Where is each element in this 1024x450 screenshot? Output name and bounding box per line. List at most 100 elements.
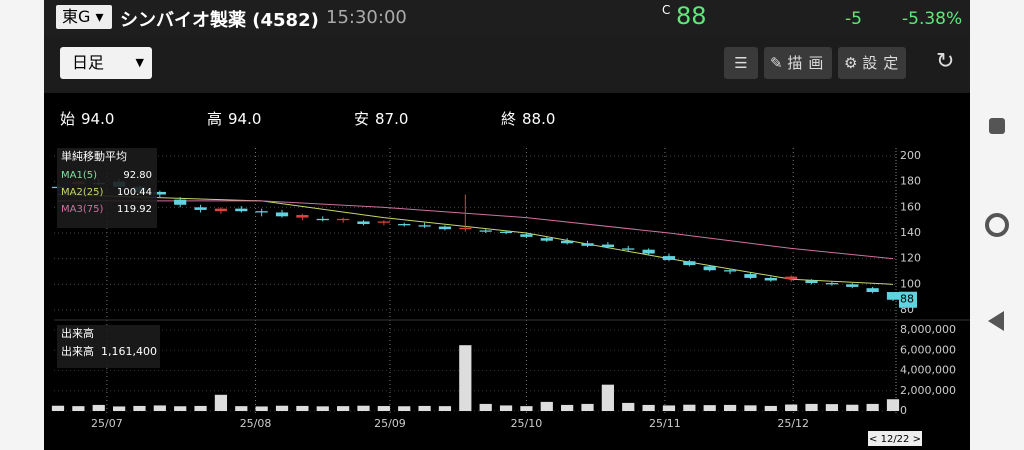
candle-body [662, 256, 676, 260]
nav-bar [970, 0, 1024, 450]
volume-bar [112, 406, 126, 411]
volume-bar [785, 404, 798, 411]
volume-bar [886, 399, 900, 411]
legend-title: 単純移動平均 [61, 149, 127, 163]
candle-body [459, 227, 472, 230]
volume-bar [194, 405, 207, 411]
y-tick-label: 200 [900, 149, 921, 162]
volume-bar [153, 405, 166, 411]
volume-bar [622, 402, 635, 411]
volume-bar [255, 406, 268, 411]
legend-name: MA1(5) [61, 170, 97, 181]
candle-body [337, 218, 350, 221]
candle-body [805, 280, 818, 284]
toolbar: 日足 ▼ ☰ ✎ 描画 ⚙ 設定 ↻ [44, 35, 970, 92]
price-tag: 88 [900, 293, 914, 306]
candle-body [316, 218, 329, 221]
candle-body [601, 244, 614, 248]
volume-bar [764, 405, 777, 411]
volume-legend-name: 出来高 [61, 344, 94, 358]
candle-body [581, 243, 594, 246]
chart: 25/07 25/08 25/09 25/10 25/11 25/128010012014… [44, 92, 970, 446]
volume-bar [540, 401, 553, 411]
volume-tick-label: 2,000,000 [900, 384, 956, 397]
period: 日足 [72, 53, 105, 72]
x-tick-label: 25/09 [374, 417, 406, 430]
volume-bar [357, 405, 370, 411]
volume-bar [703, 405, 716, 411]
top-bar: 東G ▾ シンバイオ製薬 (4582) 15:30:00 C 88 -5 -5.… [44, 0, 970, 35]
y-tick-label: 140 [900, 226, 921, 239]
change: -5 [845, 9, 862, 29]
change-pct: -5.38% [902, 9, 963, 29]
volume-bar [337, 406, 350, 411]
volume-bar [133, 405, 146, 411]
candle-body [886, 292, 900, 300]
x-tick-label: 25/07 [91, 417, 123, 430]
candle-body [479, 230, 492, 232]
volume-bar [51, 405, 65, 411]
candle-body [683, 261, 696, 266]
candle-body [540, 238, 553, 241]
recent-apps-button[interactable] [989, 118, 1005, 134]
indicator-button[interactable]: ☰ [724, 47, 758, 79]
volume-bar [642, 404, 655, 411]
ohlc-item: 始 94.0 [60, 108, 114, 129]
candle-body [174, 199, 187, 205]
candle-body [296, 215, 309, 218]
home-button[interactable] [985, 213, 1009, 237]
candle-body [255, 211, 268, 213]
candle-body [703, 266, 716, 271]
app: 東G ▾ シンバイオ製薬 (4582) 15:30:00 C 88 -5 -5.… [44, 0, 970, 450]
volume-bar [825, 404, 839, 411]
ma-line [57, 194, 894, 285]
volume-bar [520, 406, 533, 411]
candle-body [642, 249, 655, 254]
exchange-select[interactable]: 東G ▾ [56, 5, 112, 29]
draw-label: 描画 [787, 54, 830, 72]
volume-bar [398, 406, 411, 411]
volume-bar [214, 394, 228, 411]
legend-name: MA3(75) [61, 204, 103, 215]
ohlc-value: 87.0 [375, 110, 409, 128]
ohlc-value: 94.0 [228, 110, 262, 128]
candle-body [438, 226, 452, 230]
volume-bar [499, 405, 513, 411]
candle-body [764, 277, 777, 281]
candle-body [194, 207, 207, 210]
volume-tick-label: 0 [900, 404, 907, 417]
volume-bar [561, 404, 574, 411]
date-tag-bg [868, 431, 922, 446]
ohlc-label: 高 [207, 110, 223, 128]
stock-name: シンバイオ製薬 (4582) [120, 10, 319, 31]
volume-bar [174, 406, 187, 411]
volume-bar [316, 406, 329, 411]
date-tag: < 12/22 > [869, 434, 921, 445]
ohlc-item: 安 87.0 [354, 108, 408, 129]
ohlc-item: 終 88.0 [501, 108, 555, 129]
legend-value: 100.44 [117, 187, 152, 198]
candle-body [235, 208, 248, 212]
volume-bar [744, 405, 757, 411]
volume-legend-value: 1,161,400 [101, 345, 157, 358]
candle-body [785, 276, 798, 280]
y-tick-label: 180 [900, 175, 921, 188]
period-select[interactable]: 日足 ▼ [60, 47, 152, 79]
candle-body [377, 221, 390, 223]
back-button[interactable] [988, 311, 1004, 331]
ohlc-label: 安 [354, 110, 370, 128]
volume-bar [846, 404, 859, 411]
ohlc-item: 高 94.0 [207, 108, 261, 129]
volume-bar [418, 405, 431, 411]
price-tag-bg [899, 291, 917, 308]
draw-button[interactable]: ✎ 描画 [764, 47, 832, 79]
candle-body [153, 191, 166, 195]
volume-title: 出来高 [61, 326, 94, 340]
ohlc-label: 終 [501, 110, 517, 128]
time: 15:30:00 [326, 7, 407, 28]
x-tick-label: 25/12 [777, 417, 809, 430]
x-tick-label: 25/11 [649, 417, 681, 430]
settings-button[interactable]: ⚙ 設定 [838, 47, 906, 79]
refresh-button[interactable]: ↻ [936, 49, 955, 74]
